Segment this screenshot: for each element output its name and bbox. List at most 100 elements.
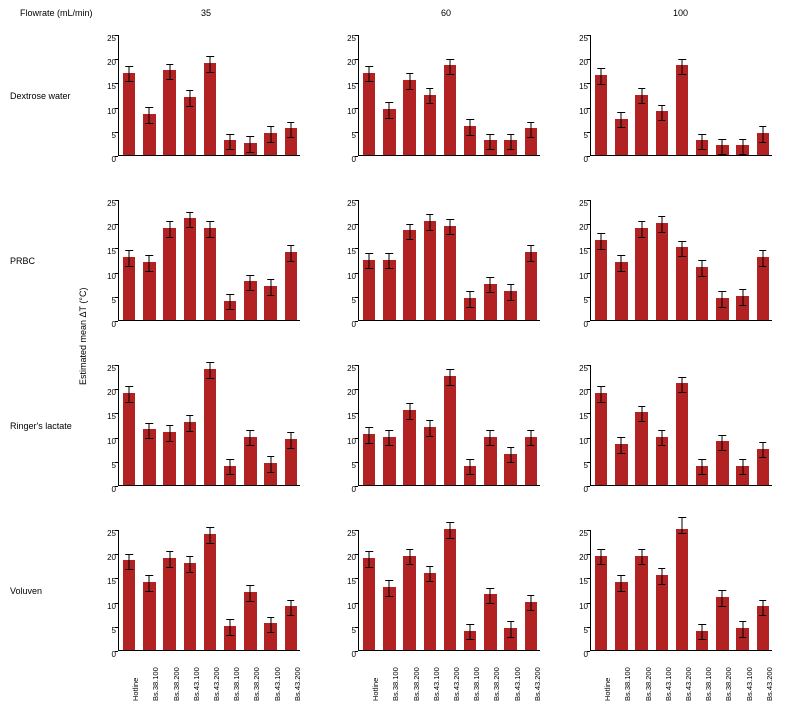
error-bar	[149, 423, 150, 438]
x-category-label: Bs.38.200	[412, 667, 424, 701]
error-bar-cap	[719, 291, 727, 292]
y-tick	[587, 297, 590, 298]
error-bar	[429, 566, 430, 581]
y-tick-label: 10	[330, 108, 356, 116]
error-bar	[722, 139, 723, 154]
error-bar-cap	[658, 568, 666, 569]
error-bar	[490, 430, 491, 445]
bar	[635, 412, 648, 485]
error-bar-cap	[267, 632, 275, 633]
row-label: PRBC	[10, 256, 35, 266]
error-bar-cap	[386, 580, 394, 581]
error-bar-cap	[678, 74, 686, 75]
error-bar	[470, 624, 471, 639]
error-bar-cap	[426, 103, 434, 104]
error-bar	[230, 459, 231, 474]
error-bar-cap	[759, 442, 767, 443]
row-label: Dextrose water	[10, 91, 71, 101]
y-tick-label: 5	[330, 132, 356, 140]
error-bar-cap	[507, 447, 515, 448]
y-tick	[587, 578, 590, 579]
error-bar	[290, 432, 291, 447]
error-bar-cap	[287, 615, 295, 616]
plot-area	[358, 200, 540, 321]
y-tick	[587, 462, 590, 463]
error-bar-cap	[426, 230, 434, 231]
row-label: Voluven	[10, 586, 42, 596]
y-tick	[115, 438, 118, 439]
y-tick-label: 15	[90, 413, 116, 421]
error-bar	[129, 386, 130, 401]
y-tick	[587, 438, 590, 439]
y-tick	[355, 200, 358, 201]
error-bar-cap	[386, 430, 394, 431]
error-bar-cap	[267, 142, 275, 143]
error-bar-cap	[125, 81, 133, 82]
error-bar-cap	[226, 309, 234, 310]
error-bar	[149, 107, 150, 122]
error-bar-cap	[759, 250, 767, 251]
error-bar	[250, 136, 251, 151]
error-bar	[601, 386, 602, 401]
error-bar-cap	[698, 474, 706, 475]
error-bar	[470, 291, 471, 306]
y-tick-label: 15	[562, 413, 588, 421]
bar	[615, 582, 628, 650]
x-category-label: Bs.43.100	[192, 667, 204, 701]
y-tick	[355, 273, 358, 274]
bar	[595, 556, 608, 650]
error-bar-cap	[597, 549, 605, 550]
error-bar	[742, 621, 743, 636]
y-tick	[355, 438, 358, 439]
error-bar-cap	[365, 253, 373, 254]
error-bar-cap	[406, 419, 414, 420]
y-tick	[587, 627, 590, 628]
error-bar-cap	[267, 295, 275, 296]
error-bar-cap	[247, 601, 255, 602]
chart-panel: 0510152025	[562, 200, 772, 335]
error-bar-cap	[507, 621, 515, 622]
chart-panel: 0510152025HotlineBs.38.100Bs.38.200Bs.43…	[90, 530, 300, 713]
error-bar	[169, 221, 170, 236]
row-label: Ringer's lactate	[10, 421, 72, 431]
bar	[403, 80, 416, 155]
error-bar-cap	[507, 462, 515, 463]
error-bar-cap	[466, 624, 474, 625]
error-bar	[169, 551, 170, 566]
error-bar-cap	[267, 472, 275, 473]
error-bar	[250, 430, 251, 445]
error-bar-cap	[658, 445, 666, 446]
bar	[204, 369, 217, 485]
y-tick	[355, 59, 358, 60]
y-tick-label: 25	[562, 200, 588, 208]
y-tick-label: 10	[330, 603, 356, 611]
y-tick-label: 0	[330, 486, 356, 494]
y-tick	[587, 651, 590, 652]
error-bar	[389, 430, 390, 445]
error-bar-cap	[658, 120, 666, 121]
error-bar-cap	[739, 621, 747, 622]
y-tick-label: 5	[330, 627, 356, 635]
x-category-label: Bs.38.200	[644, 667, 656, 701]
error-bar-cap	[146, 575, 154, 576]
error-bar-cap	[527, 261, 535, 262]
error-bar	[369, 66, 370, 81]
error-bar	[702, 624, 703, 639]
plot-area	[590, 365, 772, 486]
error-bar	[429, 88, 430, 103]
error-bar-cap	[527, 122, 535, 123]
y-tick-label: 15	[330, 248, 356, 256]
error-bar	[722, 435, 723, 450]
error-bar-cap	[287, 137, 295, 138]
error-bar	[530, 122, 531, 137]
y-tick-label: 5	[562, 462, 588, 470]
x-category-label: Hotline	[131, 678, 143, 701]
error-bar	[290, 245, 291, 260]
error-bar	[189, 212, 190, 227]
error-bar	[742, 289, 743, 304]
error-bar-cap	[125, 66, 133, 67]
error-bar-cap	[638, 88, 646, 89]
y-tick-label: 0	[90, 156, 116, 164]
y-tick-label: 5	[90, 627, 116, 635]
bar	[635, 228, 648, 320]
